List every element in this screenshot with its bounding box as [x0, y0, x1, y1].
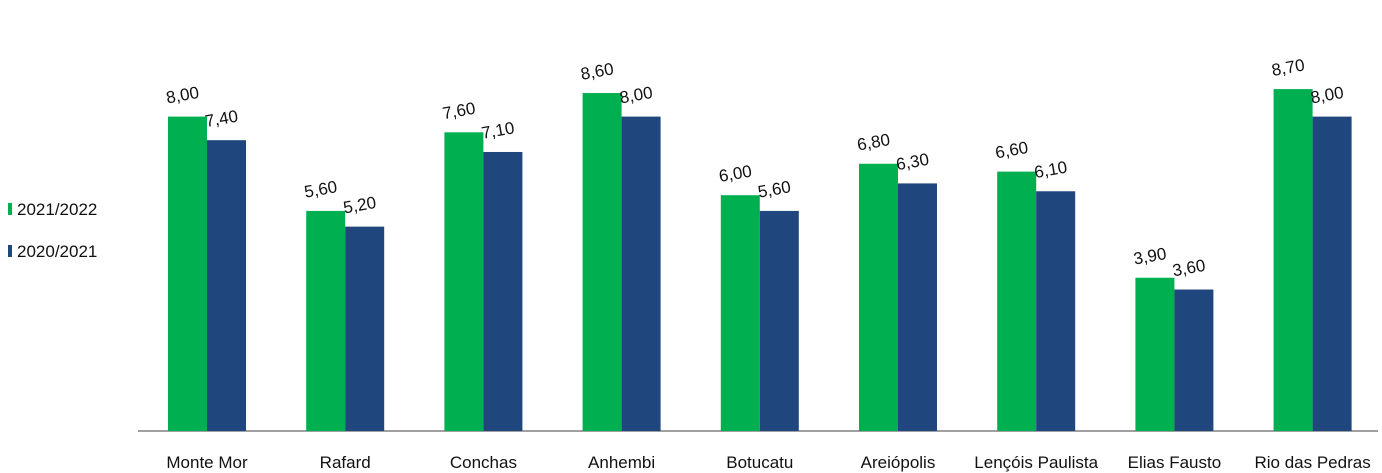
value-label-botucatu-2020-2021: 5,60: [756, 177, 792, 201]
value-label-monte-mor-2021-2022: 8,00: [165, 83, 201, 107]
bar-lencois-paulista-2020-2021: [1036, 191, 1076, 431]
category-label-areiopolis: Areiópolis: [861, 453, 936, 472]
category-label-lencois-paulista: Lençóis Paulista: [974, 453, 1098, 472]
value-label-botucatu-2021-2022: 6,00: [717, 162, 753, 186]
bar-elias-fausto-2021-2022: [1135, 277, 1175, 431]
legend-item-2020-2021: 2020/2021: [8, 242, 97, 262]
bar-rio-das-pedras-2020-2021: [1312, 116, 1352, 431]
value-label-anhembi-2020-2021: 8,00: [618, 83, 654, 107]
bar-rafard-2021-2022: [306, 210, 346, 431]
bar-rio-das-pedras-2021-2022: [1273, 89, 1313, 431]
value-label-areiopolis-2021-2022: 6,80: [856, 130, 892, 154]
bar-conchas-2020-2021: [483, 151, 523, 431]
category-label-anhembi: Anhembi: [588, 453, 655, 472]
bar-rafard-2020-2021: [345, 226, 385, 431]
bar-elias-fausto-2020-2021: [1174, 289, 1214, 431]
bar-botucatu-2020-2021: [759, 210, 799, 431]
value-label-lencois-paulista-2020-2021: 6,10: [1033, 158, 1069, 182]
value-label-anhembi-2021-2022: 8,60: [579, 59, 615, 83]
bar-anhembi-2020-2021: [621, 116, 661, 431]
value-label-areiopolis-2020-2021: 6,30: [895, 150, 931, 174]
bar-areiopolis-2021-2022: [859, 163, 898, 431]
bar-conchas-2021-2022: [444, 132, 484, 431]
category-label-elias-fausto: Elias Fausto: [1128, 453, 1222, 472]
value-label-conchas-2021-2022: 7,60: [441, 99, 477, 123]
value-label-lencois-paulista-2021-2022: 6,60: [994, 138, 1030, 162]
category-label-rio-das-pedras: Rio das Pedras: [1254, 453, 1370, 472]
bar-areiopolis-2020-2021: [898, 183, 937, 431]
value-label-elias-fausto-2021-2022: 3,90: [1132, 244, 1168, 268]
legend-label: 2021/2022: [17, 200, 98, 219]
category-labels-group: Monte Mor Rafard Conchas Anhembi Botucatu Are…: [166, 453, 1370, 472]
legend-swatch-2021-2022: [8, 202, 12, 215]
category-label-rafard: Rafard: [320, 453, 371, 472]
legend-swatch-2020-2021: [8, 244, 12, 257]
bars-group: [168, 89, 1352, 432]
value-label-rio-das-pedras-2020-2021: 8,00: [1309, 83, 1345, 107]
legend-item-2021-2022: 2021/2022: [8, 200, 97, 220]
legend-label: 2020/2021: [17, 242, 98, 261]
value-label-elias-fausto-2020-2021: 3,60: [1171, 256, 1207, 280]
bar-anhembi-2021-2022: [582, 93, 622, 432]
value-label-conchas-2020-2021: 7,10: [480, 118, 516, 142]
category-label-conchas: Conchas: [450, 453, 517, 472]
value-label-rafard-2020-2021: 5,20: [342, 193, 378, 217]
value-label-rio-das-pedras-2021-2022: 8,70: [1270, 55, 1306, 79]
category-label-monte-mor: Monte Mor: [166, 453, 248, 472]
value-label-monte-mor-2020-2021: 7,40: [204, 107, 240, 131]
bar-botucatu-2021-2022: [720, 195, 760, 431]
bar-lencois-paulista-2021-2022: [997, 171, 1037, 431]
value-label-rafard-2021-2022: 5,60: [303, 177, 339, 201]
bar-monte-mor-2020-2021: [207, 140, 246, 431]
value-labels-group: 8,007,405,605,207,607,108,608,006,005,60…: [165, 55, 1345, 280]
bar-monte-mor-2021-2022: [168, 116, 207, 431]
category-label-botucatu: Botucatu: [726, 453, 793, 472]
